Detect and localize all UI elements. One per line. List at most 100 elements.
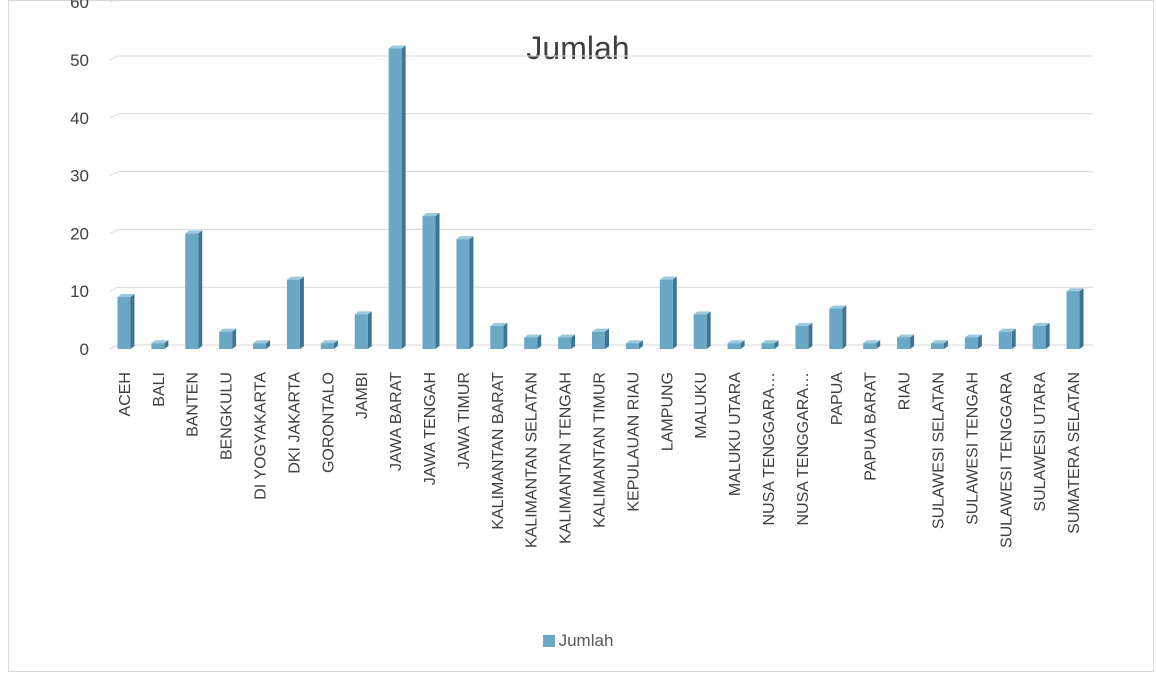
x-tick-label: MALUKU: [693, 372, 710, 439]
chart-title: Jumlah: [526, 30, 630, 66]
bar-top: [524, 334, 542, 338]
bar: [524, 337, 538, 349]
gridline-depth: [109, 171, 119, 177]
bar-top: [592, 328, 609, 332]
x-tick-label: NUSA TENGGARA…: [761, 372, 778, 526]
bar-side: [164, 340, 169, 349]
bar-side: [740, 340, 745, 349]
y-tick-label: 10: [70, 282, 89, 301]
bar: [320, 343, 334, 349]
bar: [354, 314, 368, 349]
y-tick-label: 50: [70, 51, 89, 70]
gridline-depth: [109, 228, 119, 234]
x-tick-label: KEPULAUAN RIAU: [625, 372, 642, 512]
bar: [422, 216, 436, 349]
bar: [185, 233, 199, 349]
bar-top: [151, 340, 169, 344]
x-tick-label: PAPUA: [829, 372, 846, 425]
y-tick-label: 0: [80, 340, 89, 359]
bar-side: [774, 340, 779, 349]
gridline-depth: [109, 344, 119, 350]
bar: [829, 308, 843, 349]
x-tick-label: KALIMANTAN SELATAN: [524, 372, 541, 548]
x-tick-label: NUSA TENGGARA…: [795, 372, 812, 526]
bar-top: [253, 340, 271, 344]
bar-top: [286, 276, 304, 280]
bar-side: [503, 322, 508, 349]
x-tick-label: DKI JAKARTA: [286, 372, 303, 474]
bar-top: [829, 305, 847, 309]
bar-side: [943, 340, 948, 349]
bar-top: [964, 334, 982, 338]
bar-top: [930, 340, 948, 344]
bar-side: [706, 311, 711, 349]
x-tick-label: LAMPUNG: [659, 372, 676, 451]
bar: [625, 343, 639, 349]
bar: [286, 279, 300, 349]
x-tick-label: JAMBI: [354, 372, 371, 419]
x-tick-label: BANTEN: [185, 372, 202, 437]
bar: [490, 325, 504, 349]
bar-side: [672, 276, 677, 349]
bar-top: [320, 340, 338, 344]
y-tick-label: 20: [70, 224, 89, 243]
bar-side: [232, 328, 237, 349]
x-tick-label: KALIMANTAN TENGAH: [558, 372, 575, 544]
bar-top: [761, 340, 779, 344]
bar-side: [266, 340, 271, 349]
bar: [930, 343, 944, 349]
bar-top: [388, 45, 406, 49]
x-tick-label: SULAWESI SELATAN: [930, 372, 947, 529]
gridline-depth: [109, 113, 119, 119]
x-tick-label: ACEH: [117, 372, 134, 416]
bar-top: [863, 340, 881, 344]
x-tick-label: JAWA TENGAH: [422, 372, 439, 485]
bar-side: [605, 328, 609, 349]
bar-top: [422, 213, 440, 217]
y-tick-label: 40: [70, 109, 89, 128]
bar: [795, 325, 809, 349]
bar: [727, 343, 741, 349]
gridline-depth: [109, 286, 119, 292]
bar-side: [1011, 328, 1016, 349]
bar-side: [435, 213, 440, 349]
bar: [998, 331, 1012, 349]
bar-top: [1066, 288, 1084, 292]
bar-side: [130, 293, 135, 349]
bar-top: [1032, 322, 1050, 326]
bar-side: [910, 334, 915, 349]
bar-side: [638, 340, 643, 349]
legend-label: Jumlah: [558, 631, 614, 650]
x-tick-label: SULAWESI UTARA: [1032, 372, 1049, 512]
bar-side: [977, 334, 982, 349]
bar-top: [456, 236, 474, 240]
bar-side: [537, 334, 542, 349]
y-tick-label: 60: [70, 0, 89, 12]
legend-swatch: [542, 635, 555, 647]
x-tick-label: KALIMANTAN TIMUR: [592, 372, 609, 528]
bar-top: [354, 311, 372, 315]
bar-side: [401, 45, 406, 349]
gridline-depth: [109, 0, 116, 3]
x-tick-label: GORONTALO: [320, 372, 337, 473]
x-tick-label: MALUKU UTARA: [727, 372, 744, 496]
bar-top: [897, 334, 915, 338]
bar: [117, 296, 131, 349]
bar-side: [842, 305, 847, 349]
x-tick-label: BALI: [151, 372, 168, 407]
x-tick-label: PAPUA BARAT: [863, 372, 880, 481]
bar-top: [185, 230, 203, 234]
bar: [1066, 291, 1080, 349]
bar-side: [876, 340, 881, 349]
x-tick-label: JAWA BARAT: [388, 372, 405, 471]
x-tick-label: RIAU: [897, 372, 914, 410]
bar: [964, 337, 978, 349]
bar: [863, 343, 877, 349]
x-tick-label: BENGKULU: [219, 372, 236, 460]
bar: [897, 337, 911, 349]
x-tick-label: SUMATERA SELATAN: [1066, 372, 1083, 534]
x-tick-label: DI YOGYAKARTA: [253, 372, 270, 500]
bar-top: [117, 293, 135, 297]
bar-top: [659, 276, 677, 280]
bar-top: [490, 322, 508, 326]
